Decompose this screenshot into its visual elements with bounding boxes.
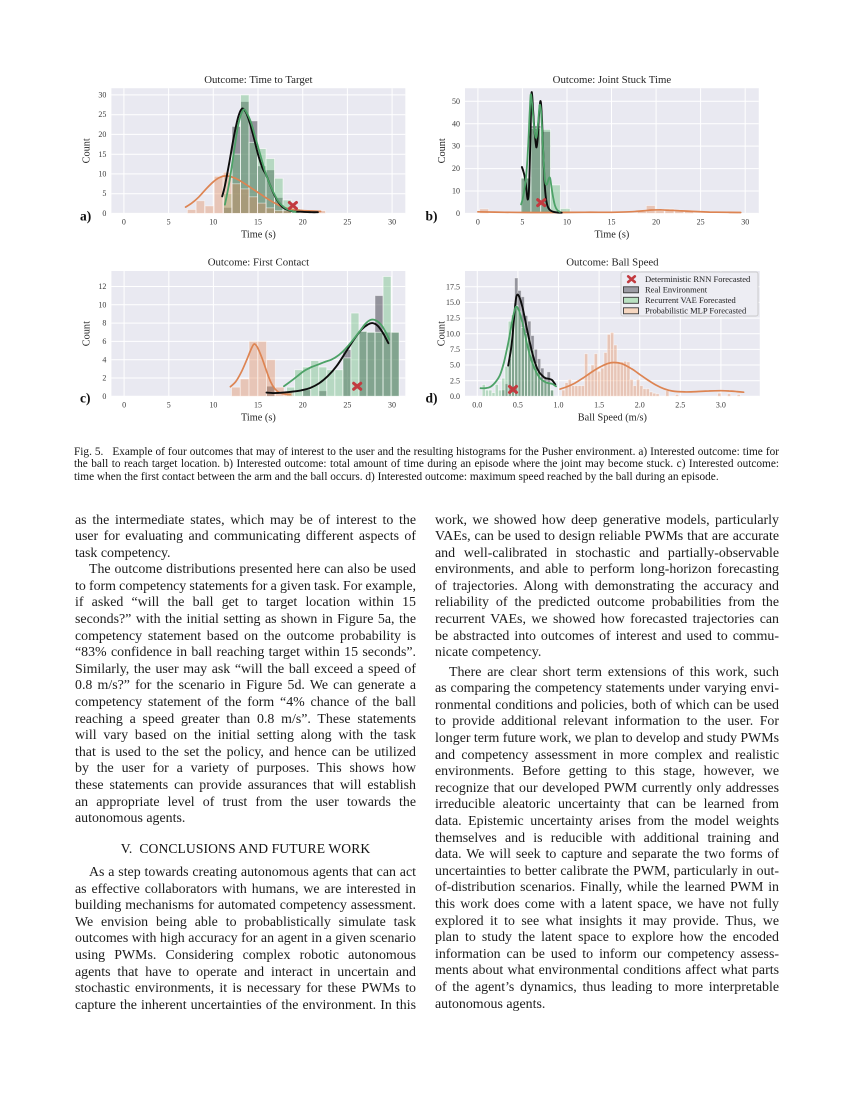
svg-text:Count: Count	[82, 321, 93, 346]
svg-text:Count: Count	[82, 138, 93, 163]
svg-text:Time (s): Time (s)	[241, 230, 276, 241]
svg-text:17.5: 17.5	[446, 282, 460, 291]
svg-text:0: 0	[456, 209, 460, 218]
svg-text:2.5: 2.5	[675, 400, 685, 409]
svg-text:0: 0	[476, 217, 480, 226]
svg-text:0: 0	[122, 217, 126, 226]
svg-text:10: 10	[209, 217, 217, 226]
svg-text:10: 10	[98, 300, 106, 309]
svg-text:0: 0	[102, 392, 106, 401]
svg-text:4: 4	[102, 355, 106, 364]
svg-text:20: 20	[299, 400, 307, 409]
svg-text:10: 10	[563, 217, 571, 226]
svg-text:Real Environment: Real Environment	[645, 285, 708, 295]
svg-text:Time (s): Time (s)	[241, 413, 276, 424]
svg-text:15: 15	[254, 217, 262, 226]
svg-text:12.5: 12.5	[446, 314, 460, 323]
svg-text:0.5: 0.5	[513, 400, 523, 409]
svg-text:Outcome: First Contact: Outcome: First Contact	[208, 257, 309, 269]
svg-text:25: 25	[697, 217, 705, 226]
svg-text:12: 12	[98, 282, 106, 291]
svg-text:30: 30	[388, 400, 396, 409]
svg-text:3.0: 3.0	[716, 400, 726, 409]
svg-text:Outcome: Time to Target: Outcome: Time to Target	[204, 74, 312, 86]
svg-text:10: 10	[452, 187, 460, 196]
svg-text:1.0: 1.0	[554, 400, 564, 409]
svg-text:5: 5	[520, 217, 524, 226]
svg-text:10: 10	[98, 170, 106, 179]
svg-text:20: 20	[452, 164, 460, 173]
svg-text:Ball Speed (m/s): Ball Speed (m/s)	[578, 413, 647, 424]
svg-text:d): d)	[426, 391, 438, 406]
svg-text:0: 0	[102, 209, 106, 218]
svg-text:5: 5	[167, 217, 171, 226]
svg-text:30: 30	[98, 91, 106, 100]
svg-text:30: 30	[388, 217, 396, 226]
svg-text:Outcome: Joint Stuck Time: Outcome: Joint Stuck Time	[553, 74, 672, 86]
svg-text:15: 15	[254, 400, 262, 409]
svg-text:8: 8	[102, 319, 106, 328]
svg-text:5: 5	[102, 189, 106, 198]
svg-text:b): b)	[426, 209, 438, 224]
svg-text:10: 10	[209, 400, 217, 409]
svg-text:Recurrent VAE Forecasted: Recurrent VAE Forecasted	[645, 295, 737, 305]
svg-text:15: 15	[608, 217, 616, 226]
svg-text:Time (s): Time (s)	[594, 230, 629, 241]
svg-text:a): a)	[80, 209, 91, 224]
svg-text:0.0: 0.0	[450, 392, 460, 401]
svg-text:0.0: 0.0	[472, 400, 482, 409]
svg-text:2.0: 2.0	[635, 400, 645, 409]
svg-text:Count: Count	[437, 138, 448, 163]
svg-text:10.0: 10.0	[446, 329, 460, 338]
svg-text:20: 20	[652, 217, 660, 226]
svg-text:0: 0	[122, 400, 126, 409]
svg-text:25: 25	[98, 110, 106, 119]
svg-text:15: 15	[98, 150, 106, 159]
svg-text:5: 5	[167, 400, 171, 409]
svg-text:25: 25	[343, 400, 351, 409]
svg-text:c): c)	[80, 391, 91, 406]
svg-text:6: 6	[102, 337, 106, 346]
svg-text:2.5: 2.5	[450, 376, 460, 385]
svg-text:30: 30	[452, 142, 460, 151]
svg-text:1.5: 1.5	[594, 400, 604, 409]
svg-text:15.0: 15.0	[446, 298, 460, 307]
svg-text:20: 20	[299, 217, 307, 226]
svg-text:25: 25	[343, 217, 351, 226]
svg-text:2: 2	[102, 374, 106, 383]
svg-text:30: 30	[741, 217, 749, 226]
svg-text:5.0: 5.0	[450, 361, 460, 370]
svg-text:40: 40	[452, 119, 460, 128]
svg-text:Count: Count	[437, 321, 448, 346]
svg-text:Probabilistic MLP Forecasted: Probabilistic MLP Forecasted	[645, 306, 747, 316]
svg-text:Outcome: Ball Speed: Outcome: Ball Speed	[566, 257, 659, 269]
svg-text:50: 50	[452, 97, 460, 106]
svg-text:7.5: 7.5	[450, 345, 460, 354]
svg-text:20: 20	[98, 130, 106, 139]
svg-text:Deterministic RNN Forecasted: Deterministic RNN Forecasted	[645, 274, 751, 284]
